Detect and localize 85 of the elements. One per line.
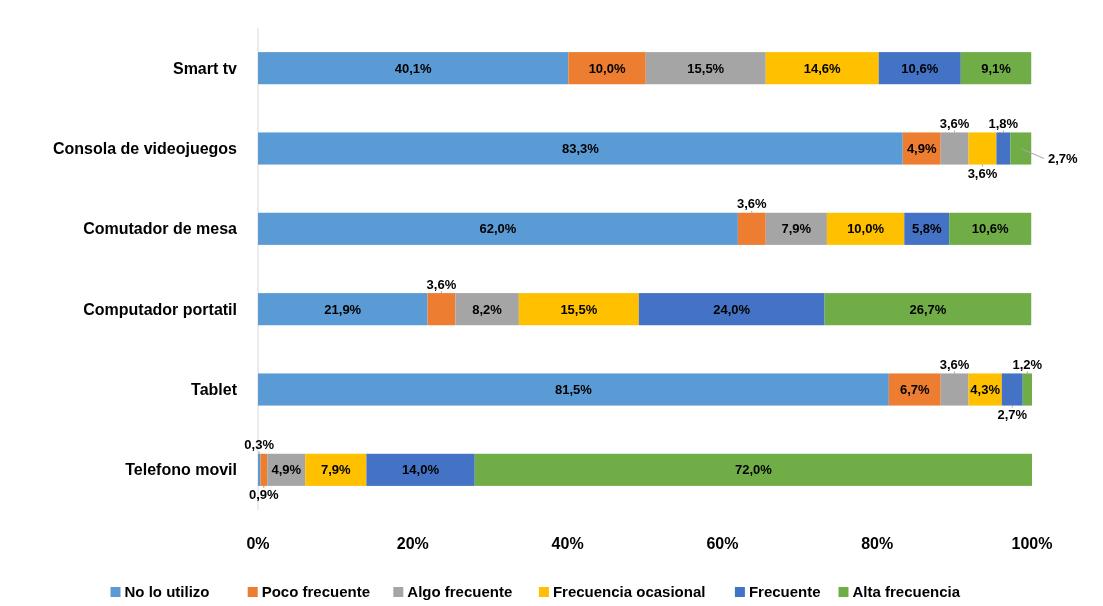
bar — [258, 52, 569, 85]
legend-label: Alta frecuencia — [852, 583, 961, 601]
legend-label: Frecuente — [748, 583, 821, 601]
bar — [996, 132, 1011, 165]
bar — [645, 52, 766, 85]
bar — [258, 212, 738, 245]
bar — [568, 52, 646, 85]
bar — [638, 293, 825, 326]
data-label: 0,9% — [248, 487, 280, 503]
x-tick-label: 100% — [1011, 534, 1053, 552]
x-tick-label: 60% — [706, 534, 739, 552]
bar — [940, 132, 969, 165]
data-label: 2,7% — [997, 407, 1028, 423]
bar — [960, 52, 1032, 85]
legend-label: Poco frecuente — [261, 583, 371, 601]
data-label: 15,5% — [687, 60, 725, 76]
legend-label: Frecuencia ocasional — [552, 583, 706, 601]
data-label: 1,2% — [1012, 356, 1043, 372]
bar — [258, 373, 889, 406]
data-label: 1,8% — [988, 115, 1019, 131]
bar — [258, 293, 428, 326]
bar — [949, 212, 1032, 245]
data-label: 83,3% — [561, 141, 600, 157]
data-label: 4,9% — [271, 462, 302, 478]
data-label: 14,0% — [402, 462, 440, 478]
legend-label: Algo frecuente — [407, 583, 513, 601]
data-label: 9,1% — [981, 60, 1012, 76]
bar — [427, 293, 456, 326]
data-label: 81,5% — [554, 382, 593, 398]
legend-label: No lo utilizo — [124, 583, 210, 601]
y-tick-label: Consola de videojuegos — [52, 140, 238, 158]
bar — [366, 453, 475, 486]
data-label: 7,9% — [320, 462, 352, 478]
y-tick-label: Comutador de mesa — [83, 220, 238, 238]
bar — [1010, 132, 1032, 165]
y-tick-label: Computador portatil — [83, 300, 237, 318]
data-label: 0,3% — [244, 437, 275, 453]
bar — [968, 132, 997, 165]
data-label: 5,8% — [911, 221, 942, 237]
x-tick-label: 40% — [551, 534, 584, 552]
bar — [260, 453, 268, 486]
data-label: 4,3% — [970, 382, 1001, 398]
data-label: 62,0% — [479, 221, 517, 237]
data-label: 3,6% — [939, 115, 970, 131]
data-label: 10,0% — [847, 221, 885, 237]
x-tick-label: 20% — [396, 534, 429, 552]
bar — [474, 453, 1032, 486]
x-tick-label: 80% — [861, 534, 894, 552]
bar — [888, 373, 941, 406]
data-label: 4,9% — [906, 141, 937, 157]
y-tick-label: Telefono movil — [125, 461, 237, 479]
bar — [940, 373, 969, 406]
data-label: 8,2% — [472, 301, 503, 317]
data-label: 10,0% — [588, 60, 626, 76]
bar — [765, 52, 879, 85]
data-label: 26,7% — [909, 301, 947, 317]
data-label: 14,6% — [803, 60, 842, 76]
data-label: 21,9% — [324, 301, 362, 317]
data-label: 72,0% — [734, 462, 773, 478]
bar — [826, 212, 905, 245]
bar — [878, 52, 961, 85]
data-label: 2,7% — [1048, 151, 1079, 167]
bar — [765, 212, 827, 245]
data-label: 3,6% — [426, 276, 457, 292]
bar — [305, 453, 367, 486]
bar — [1022, 373, 1032, 406]
data-label: 3,6% — [967, 166, 998, 182]
data-label: 3,6% — [939, 356, 970, 372]
data-label: 3,6% — [736, 196, 768, 212]
data-label: 40,1% — [394, 60, 433, 76]
data-label: 7,9% — [781, 221, 812, 237]
bar — [1001, 373, 1023, 406]
data-label: 10,6% — [971, 221, 1010, 237]
data-label: 15,5% — [560, 301, 598, 317]
y-tick-label: Tablet — [191, 381, 238, 399]
data-label: 10,6% — [901, 60, 939, 76]
x-tick-label: 0% — [246, 534, 270, 552]
data-label: 6,7% — [899, 382, 930, 398]
bar — [455, 293, 519, 326]
bar — [518, 293, 639, 326]
bar — [737, 212, 766, 245]
bar — [824, 293, 1032, 326]
y-tick-label: Smart tv — [172, 59, 238, 77]
data-label: 24,0% — [713, 301, 751, 317]
bar — [258, 132, 903, 165]
